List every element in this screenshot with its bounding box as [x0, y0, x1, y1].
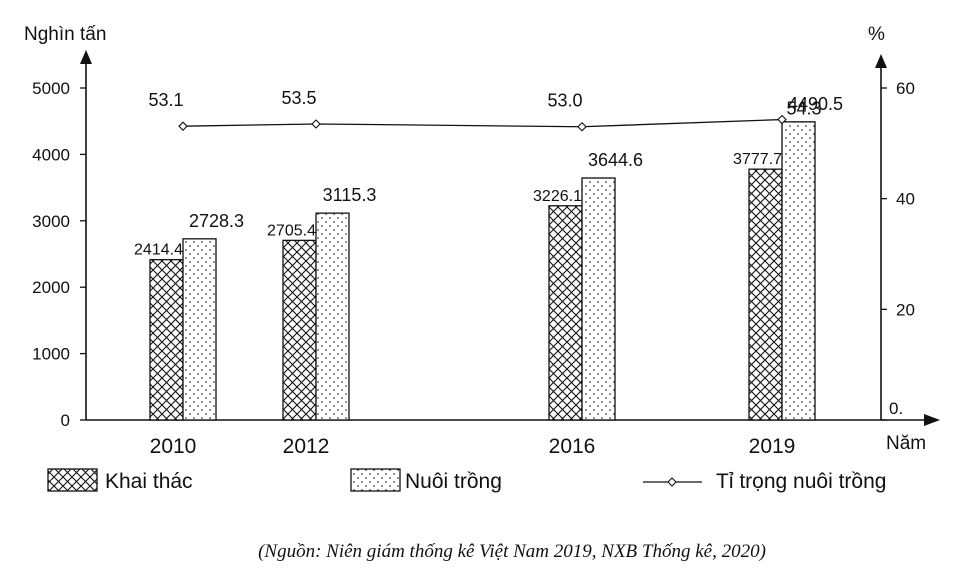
data-label-ti-trong: 53.5 — [281, 88, 316, 108]
right-tick-label: 40 — [896, 190, 915, 209]
left-tick-label: 5000 — [32, 79, 70, 98]
bar-khai-thac — [282, 239, 317, 421]
data-label-nuoi-trong: 2728.3 — [189, 211, 244, 231]
bar-nuoi-trong — [182, 238, 217, 421]
left-tick-label: 0 — [61, 411, 70, 430]
left-tick-label: 3000 — [32, 212, 70, 231]
data-label-ti-trong: 53.1 — [148, 90, 183, 110]
legend-swatch-ti-trong-marker — [667, 477, 677, 487]
legend-label-ti-trong: Tỉ trọng nuôi trồng — [716, 470, 886, 493]
data-label-ti-trong: 54.3 — [786, 99, 821, 119]
data-label-khai-thac: 3226.1 — [533, 188, 582, 205]
right-tick-label: 20 — [896, 300, 915, 319]
x-tick-label: 2010 — [150, 435, 197, 458]
left-axis-title: Nghìn tấn — [24, 24, 106, 45]
bar-nuoi-trong — [581, 177, 616, 421]
right-tick-label: 60 — [896, 79, 915, 98]
x-tick-label: 2016 — [549, 435, 596, 458]
data-label-khai-thac: 3777.7 — [733, 151, 782, 168]
bar-khai-thac — [149, 259, 184, 421]
series-line-ti-trong — [182, 118, 783, 128]
right-y-axis-arrow — [875, 54, 887, 68]
left-tick-label: 4000 — [32, 145, 70, 164]
right-axis-title: % — [868, 24, 885, 45]
bar-khai-thac — [548, 205, 583, 421]
x-tick-label: 2012 — [283, 435, 330, 458]
data-label-nuoi-trong: 3115.3 — [323, 185, 377, 205]
data-label-nuoi-trong: 3644.6 — [588, 150, 643, 170]
line-point-ti-trong — [178, 121, 188, 131]
legend-swatch-khai-thac — [47, 468, 98, 492]
right-tick-label: 0. — [889, 399, 903, 418]
bar-khai-thac — [748, 168, 783, 421]
legend: Khai thác Nuôi trồng Tỉ trọng nuôi trồng — [47, 468, 886, 493]
bar-nuoi-trong — [781, 121, 816, 421]
legend-label-nuoi-trong: Nuôi trồng — [405, 470, 502, 493]
left-tick-label: 2000 — [32, 278, 70, 297]
data-label-ti-trong: 53.0 — [547, 91, 582, 111]
left-y-axis-arrow — [80, 50, 92, 64]
x-axis-title: Năm — [886, 433, 926, 454]
data-label-khai-thac: 2414.4 — [134, 242, 183, 259]
line-point-ti-trong — [777, 114, 787, 125]
legend-label-khai-thac: Khai thác — [105, 470, 193, 493]
line-point-ti-trong — [577, 121, 587, 132]
x-tick-label: 2019 — [749, 435, 796, 458]
left-tick-label: 1000 — [32, 345, 70, 364]
bar-nuoi-trong — [315, 212, 350, 421]
data-label-nuoi-trong: 4490.5 — [788, 94, 843, 114]
data-label-khai-thac: 2705.4 — [267, 222, 316, 239]
line-point-ti-trong — [311, 119, 321, 129]
source-note: (Nguồn: Niên giám thống kê Việt Nam 2019… — [258, 541, 766, 562]
legend-swatch-nuoi-trong — [350, 468, 401, 492]
x-axis-arrow — [924, 414, 940, 426]
